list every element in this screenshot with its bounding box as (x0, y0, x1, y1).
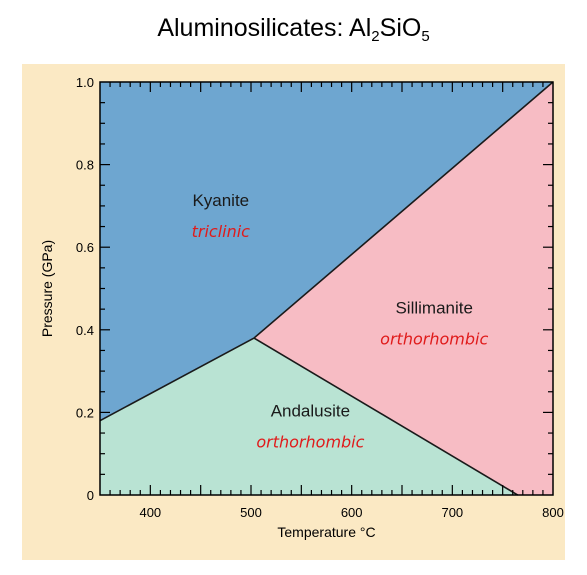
x-tick-label: 400 (139, 505, 161, 520)
y-tick-label: 0.6 (76, 240, 94, 255)
plot-border (99, 81, 554, 496)
y-tick-label: 1.0 (76, 75, 94, 90)
kyanite-crystal-system: triclinic (192, 222, 251, 241)
y-tick-labels: 0 0.2 0.4 0.6 0.8 1.0 (76, 75, 94, 503)
kyanite-field (100, 82, 553, 421)
andalusite-sillimanite-boundary (253, 337, 519, 496)
y-tick-label: 0.4 (76, 323, 94, 338)
x-tick-label: 600 (341, 505, 363, 520)
andalusite-field (100, 338, 518, 495)
x-tick-label: 500 (240, 505, 262, 520)
axis-ticks (100, 82, 553, 495)
y-tick-label: 0.8 (76, 158, 94, 173)
title-subscript-5: 5 (421, 28, 430, 45)
page-title: Aluminosilicates: Al2SiO5 (0, 14, 587, 45)
x-tick-label: 700 (441, 505, 463, 520)
x-tick-label: 800 (542, 505, 564, 520)
sillimanite-field (254, 82, 553, 495)
x-axis-title: Temperature °C (277, 524, 375, 540)
sillimanite-crystal-system: orthorhombic (380, 329, 488, 348)
kyanite-sillimanite-boundary (253, 81, 554, 339)
sillimanite-label: Sillimanite (395, 298, 472, 317)
title-mid: SiO (379, 14, 422, 42)
y-tick-label: 0 (87, 488, 94, 503)
title-prefix: Aluminosilicates: Al (157, 14, 372, 42)
y-tick-label: 0.2 (76, 405, 94, 420)
x-tick-labels: 400 500 600 700 800 (139, 505, 563, 520)
andalusite-label: Andalusite (271, 402, 350, 421)
andalusite-crystal-system: orthorhombic (256, 433, 364, 452)
y-axis-title: Pressure (GPa) (39, 240, 55, 337)
kyanite-label: Kyanite (192, 191, 249, 210)
kyanite-andalusite-boundary (99, 337, 255, 422)
title-subscript-2: 2 (371, 28, 380, 45)
